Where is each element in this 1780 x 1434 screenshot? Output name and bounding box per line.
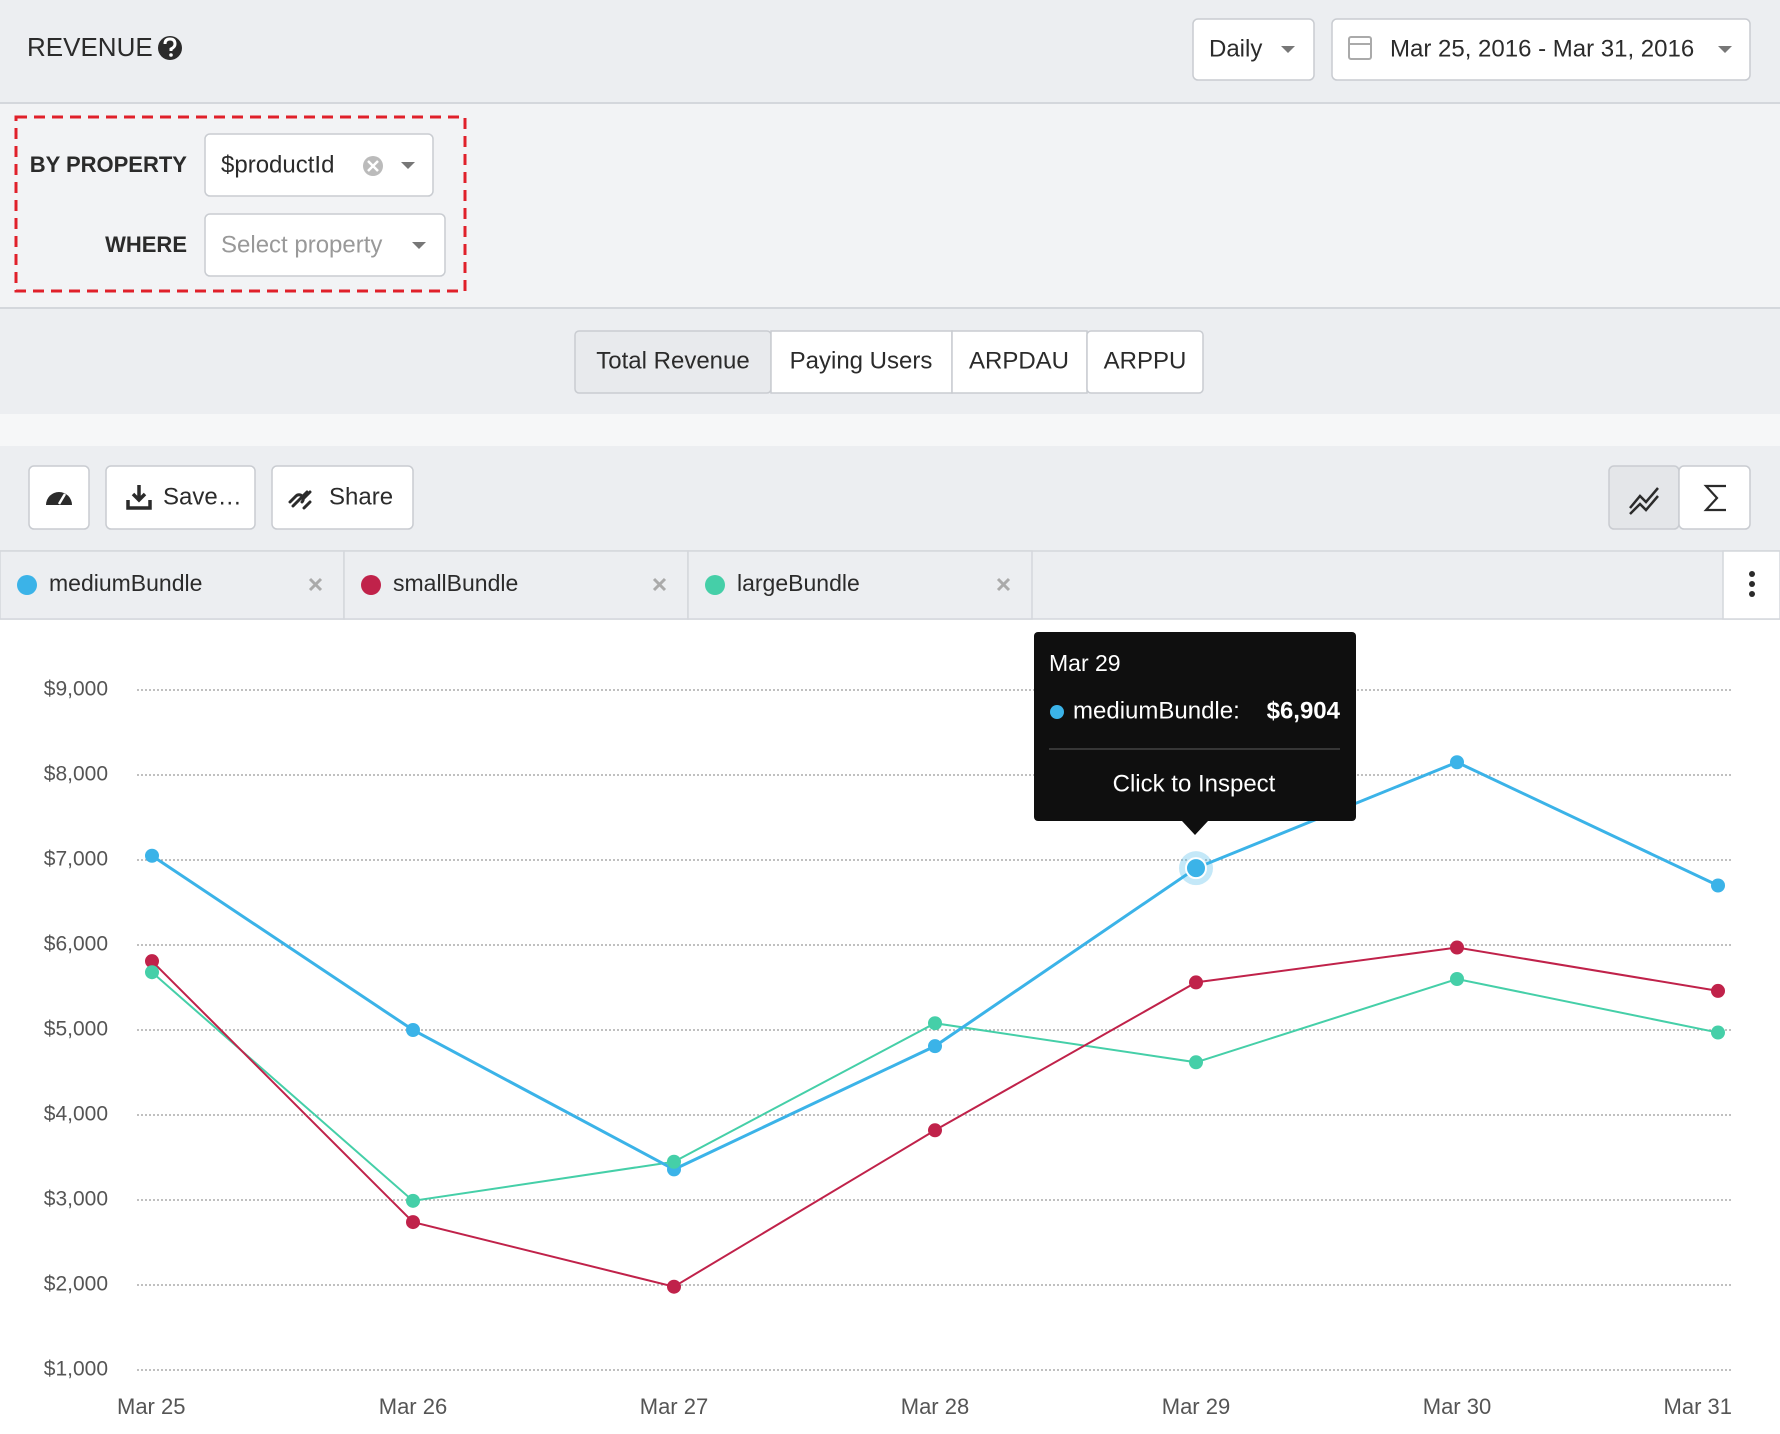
data-point[interactable]: [667, 1155, 681, 1169]
sum-view-button[interactable]: [1679, 466, 1750, 529]
data-point[interactable]: [406, 1194, 420, 1208]
x-tick-label: Mar 27: [640, 1394, 708, 1419]
by-property-label: BY PROPERTY: [30, 152, 188, 177]
tooltip-title: Mar 29: [1049, 650, 1121, 676]
data-point[interactable]: [1711, 1026, 1725, 1040]
legend-marker: [705, 575, 725, 595]
save-button[interactable]: Save…: [106, 466, 255, 529]
tooltip[interactable]: Mar 29 mediumBundle: $6,904 Click to Ins…: [1034, 632, 1356, 835]
y-tick-label: $9,000: [44, 678, 108, 701]
where-placeholder: Select property: [221, 231, 382, 258]
where-dropdown[interactable]: Select property: [205, 214, 445, 276]
y-tick-label: $1,000: [44, 1358, 108, 1381]
date-range-picker[interactable]: Mar 25, 2016 - Mar 31, 2016: [1332, 19, 1750, 80]
y-tick-label: $5,000: [44, 1018, 108, 1041]
data-point[interactable]: [1189, 975, 1203, 989]
help-icon[interactable]: [158, 36, 182, 60]
data-point[interactable]: [145, 965, 159, 979]
spacer: [0, 414, 1780, 446]
data-point[interactable]: [1450, 941, 1464, 955]
data-point[interactable]: [145, 849, 159, 863]
metric-tab-label: ARPPU: [1104, 347, 1187, 374]
data-point[interactable]: [406, 1023, 420, 1037]
share-button[interactable]: Share: [272, 466, 413, 529]
interval-dropdown[interactable]: Daily: [1193, 19, 1314, 80]
where-label: WHERE: [105, 232, 187, 257]
dashboard-button[interactable]: [29, 466, 89, 529]
metric-tab-label: ARPDAU: [969, 347, 1069, 374]
x-tick-label: Mar 30: [1423, 1394, 1491, 1419]
tooltip-value: $6,904: [1267, 697, 1341, 724]
series-tab[interactable]: smallBundle: [344, 551, 688, 619]
date-range-value: Mar 25, 2016 - Mar 31, 2016: [1390, 35, 1694, 62]
data-point[interactable]: [667, 1280, 681, 1294]
data-point[interactable]: [1711, 984, 1725, 998]
plot-background: [0, 620, 1780, 1434]
chart: $1,000 $2,000 $3,000 $4,000 $5,000 $6,000 $7,0…: [0, 620, 1780, 1434]
y-tick-label: $6,000: [44, 933, 108, 956]
x-tick-label: Mar 31: [1664, 1394, 1732, 1419]
data-point[interactable]: [1189, 1055, 1203, 1069]
series-tabs: mediumBundle smallBundle largeBundle: [0, 551, 1032, 619]
metric-tab-label: Paying Users: [790, 347, 933, 374]
data-point[interactable]: [928, 1123, 942, 1137]
data-point[interactable]: [1450, 755, 1464, 769]
data-point[interactable]: [928, 1039, 942, 1053]
tooltip-action: Click to Inspect: [1113, 770, 1276, 797]
x-tick-label: Mar 26: [379, 1394, 447, 1419]
y-tick-label: $3,000: [44, 1188, 108, 1211]
x-tick-label: Mar 25: [117, 1394, 185, 1419]
share-label: Share: [329, 483, 393, 510]
metric-tabs: Total Revenue Paying Users ARPDAU ARPPU: [575, 331, 1203, 393]
tooltip-series: mediumBundle:: [1073, 697, 1240, 724]
by-property-dropdown[interactable]: $productId: [205, 134, 433, 196]
series-tab[interactable]: mediumBundle: [0, 551, 344, 619]
x-tick-label: Mar 29: [1162, 1394, 1230, 1419]
data-point[interactable]: [1450, 972, 1464, 986]
tooltip-marker: [1050, 705, 1064, 719]
line-view-button[interactable]: [1609, 466, 1679, 529]
metric-tab-label: Total Revenue: [596, 347, 749, 374]
legend-label: largeBundle: [737, 570, 860, 596]
data-point[interactable]: [1711, 879, 1725, 893]
y-tick-label: $8,000: [44, 763, 108, 786]
legend-marker: [361, 575, 381, 595]
y-tick-label: $7,000: [44, 848, 108, 871]
legend-label: mediumBundle: [49, 570, 202, 596]
more-menu[interactable]: [1723, 551, 1780, 619]
series-tab[interactable]: largeBundle: [688, 551, 1032, 619]
y-tick-label: $4,000: [44, 1103, 108, 1126]
legend-label: smallBundle: [393, 570, 518, 596]
y-tick-label: $2,000: [44, 1273, 108, 1296]
data-point[interactable]: [928, 1016, 942, 1030]
data-point[interactable]: [1186, 858, 1206, 878]
save-label: Save…: [163, 483, 242, 510]
x-tick-label: Mar 28: [901, 1394, 969, 1419]
toolbar: [0, 446, 1780, 551]
interval-value: Daily: [1209, 35, 1262, 62]
by-property-value: $productId: [221, 151, 334, 178]
data-point[interactable]: [406, 1215, 420, 1229]
legend-marker: [17, 575, 37, 595]
page-title: REVENUE: [27, 32, 153, 62]
